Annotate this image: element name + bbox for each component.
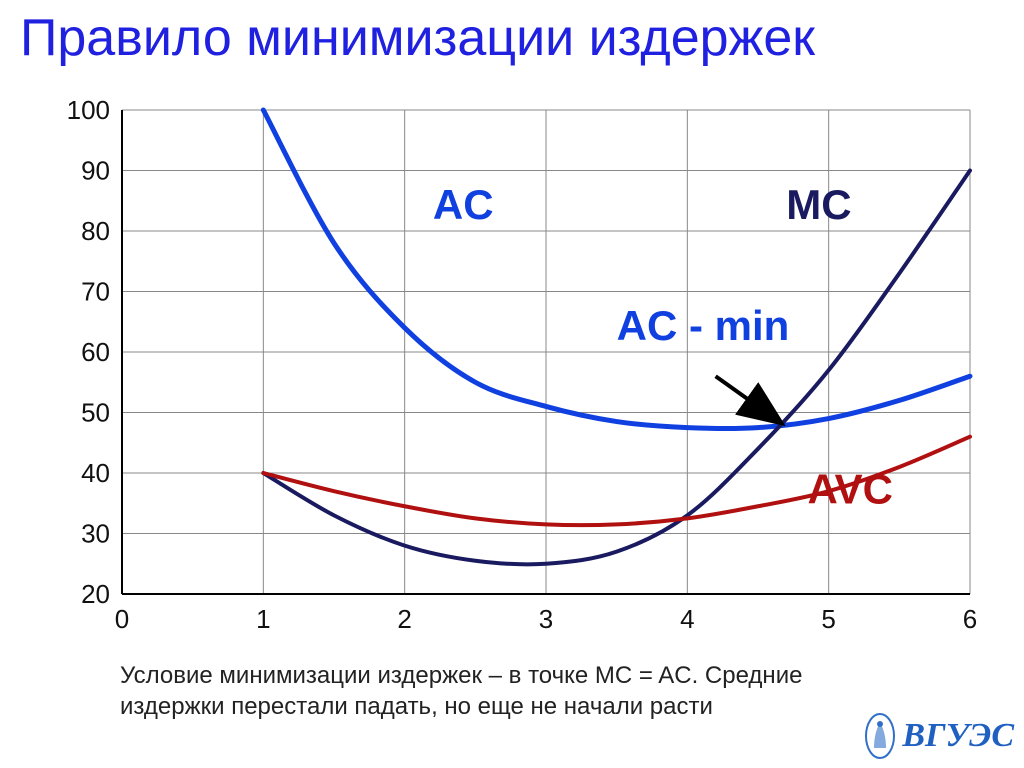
svg-text:60: 60 [81, 337, 110, 367]
svg-text:0: 0 [115, 604, 129, 634]
svg-text:80: 80 [81, 216, 110, 246]
svg-text:5: 5 [821, 604, 835, 634]
svg-text:1: 1 [256, 604, 270, 634]
curve-label-avc: AVC [807, 465, 893, 512]
logo-icon [862, 712, 898, 760]
svg-text:90: 90 [81, 156, 110, 186]
cost-curves-chart: 20 30 40 50 60 70 80 90 100 0 1 2 3 4 5 6 AC MC AVC AC - mi… [50, 100, 990, 640]
curve-label-mc: MC [786, 181, 851, 228]
logo: ВГУЭС [862, 712, 1014, 760]
svg-text:4: 4 [680, 604, 694, 634]
caption-line-2: издержки перестали падать, но еще не нач… [120, 693, 713, 720]
caption-line-1: Условие минимизации издержек – в точке M… [120, 662, 802, 689]
curve-label-ac: AC [433, 181, 494, 228]
annotation-ac-min: AC - min [617, 302, 790, 349]
svg-text:70: 70 [81, 277, 110, 307]
svg-text:100: 100 [67, 100, 110, 125]
svg-text:6: 6 [963, 604, 977, 634]
logo-text: ВГУЭС [902, 717, 1014, 755]
svg-text:40: 40 [81, 458, 110, 488]
caption-text: Условие минимизации издержек – в точке M… [120, 660, 802, 722]
svg-text:2: 2 [397, 604, 411, 634]
annotation-arrow [716, 376, 780, 421]
slide-title: Правило минимизации издержек [20, 8, 815, 68]
svg-text:20: 20 [81, 579, 110, 609]
svg-text:50: 50 [81, 398, 110, 428]
curve-ac [263, 110, 970, 429]
svg-text:30: 30 [81, 519, 110, 549]
svg-text:3: 3 [539, 604, 553, 634]
